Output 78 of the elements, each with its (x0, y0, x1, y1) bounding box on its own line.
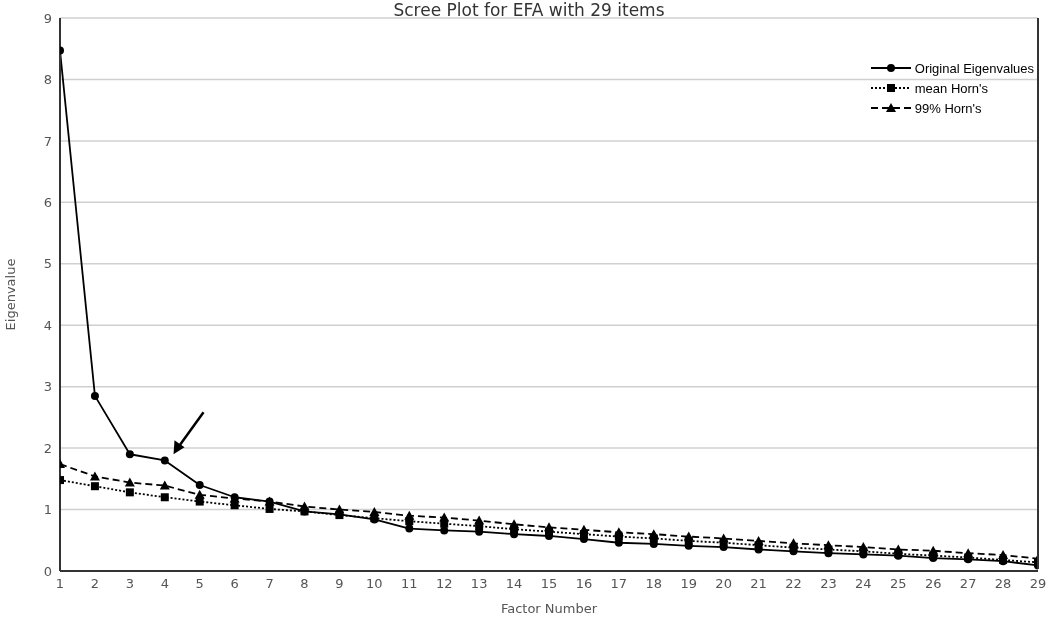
x-tick-label: 1 (55, 576, 65, 592)
point (160, 493, 169, 502)
point (125, 488, 134, 497)
x-tick-label: 28 (994, 576, 1012, 592)
point (648, 529, 659, 539)
point (578, 524, 589, 534)
point (404, 510, 415, 520)
y-tick-label: 1 (43, 502, 52, 518)
point (334, 504, 345, 514)
x-axis-title: Factor Number (500, 601, 598, 616)
x-tick-label: 26 (924, 576, 942, 592)
point (90, 391, 99, 400)
y-axis-title: Eigenvalue (2, 258, 18, 331)
point (299, 501, 310, 511)
point (160, 456, 169, 465)
legend-label: Original Eigenvalues (914, 60, 1034, 76)
point (474, 515, 485, 525)
x-tick-label: 17 (610, 576, 628, 592)
point (858, 542, 869, 552)
point (89, 471, 100, 481)
point (963, 548, 974, 558)
x-tick-label: 13 (470, 576, 488, 592)
x-tick-label: 11 (401, 576, 418, 592)
x-tick-label: 25 (890, 576, 907, 592)
point (683, 531, 694, 541)
x-tick-label: 2 (90, 576, 100, 592)
x-tick-label: 9 (335, 576, 344, 592)
point (753, 535, 764, 545)
chart-title: Scree Plot for EFA with 29 items (393, 0, 665, 20)
point (544, 522, 554, 532)
y-tick-label: 5 (43, 256, 52, 272)
point (405, 524, 414, 533)
x-tick-label: 23 (820, 576, 837, 592)
x-tick-label: 22 (785, 576, 802, 592)
x-tick-label: 15 (540, 576, 558, 592)
x-tick-label: 14 (505, 576, 523, 592)
y-tick-label: 9 (43, 10, 52, 26)
x-tick-label: 3 (125, 576, 134, 592)
point (823, 540, 834, 550)
point (159, 480, 170, 490)
x-tick-label: 29 (1029, 576, 1047, 592)
point (369, 507, 380, 517)
x-tick-label: 8 (300, 576, 309, 592)
y-tick-label: 6 (43, 194, 52, 210)
x-tick-label: 20 (715, 576, 732, 592)
x-tick-label: 24 (855, 576, 872, 592)
point (718, 533, 729, 543)
point (928, 545, 939, 555)
legend-label: mean Horn's (914, 80, 989, 96)
x-tick-label: 18 (645, 576, 663, 592)
point (90, 482, 99, 491)
y-tick-label: 7 (43, 133, 52, 149)
y-tick-label: 0 (43, 563, 52, 579)
x-tick-label: 10 (366, 576, 383, 592)
point (439, 512, 450, 522)
point (613, 527, 624, 537)
x-tick-label: 12 (435, 576, 453, 592)
point (998, 550, 1009, 560)
y-tick-label: 2 (43, 440, 52, 456)
x-tick-label: 21 (750, 576, 767, 592)
x-tick-label: 16 (575, 576, 593, 592)
legend-label: 99% Horn's (914, 100, 982, 116)
x-tick-label: 4 (160, 576, 169, 592)
x-tick-label: 7 (265, 576, 274, 592)
point (893, 544, 904, 554)
x-tick-label: 6 (230, 576, 239, 592)
point (195, 480, 204, 489)
point (194, 489, 205, 499)
point (124, 477, 135, 487)
y-tick-label: 8 (43, 72, 52, 88)
x-tick-label: 5 (195, 576, 204, 592)
point (125, 450, 134, 459)
x-tick-label: 27 (959, 576, 977, 592)
y-tick-label: 3 (43, 379, 52, 395)
point (509, 519, 520, 529)
y-tick-label: 4 (43, 317, 52, 333)
point (788, 538, 799, 548)
x-tick-label: 19 (680, 576, 697, 592)
